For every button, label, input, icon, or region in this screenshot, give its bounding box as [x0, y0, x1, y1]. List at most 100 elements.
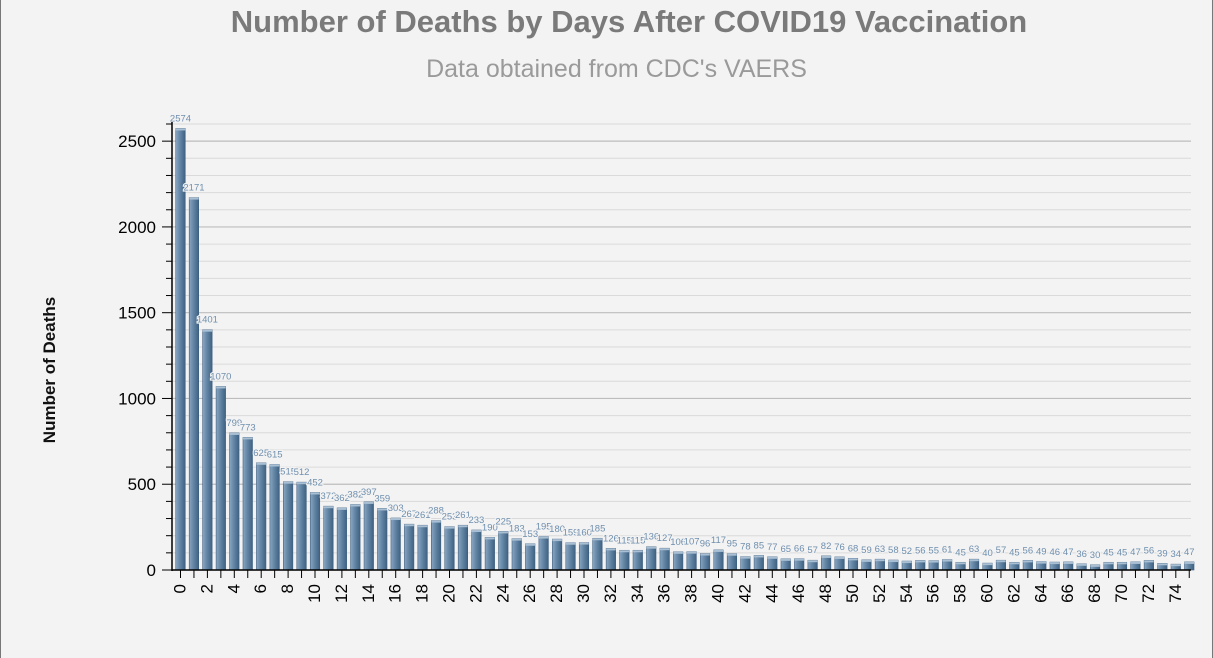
- bar-cap: [350, 504, 361, 507]
- data-label: 136: [643, 532, 659, 543]
- bar-cap: [310, 492, 320, 495]
- data-label: 2171: [183, 183, 204, 194]
- data-label: 397: [361, 487, 377, 498]
- bar-cap: [807, 560, 818, 563]
- y-tick-label: 0: [147, 561, 156, 580]
- bar: [363, 501, 374, 571]
- data-label: 49: [1036, 547, 1047, 558]
- bar-cap: [1130, 561, 1141, 564]
- bar-cap: [673, 551, 683, 554]
- bar-cap: [498, 531, 509, 534]
- bar-cap: [754, 555, 764, 558]
- bar: [444, 526, 455, 571]
- x-tick-label: 8: [278, 584, 297, 593]
- data-label: 267: [401, 509, 417, 520]
- bar-cap: [552, 539, 562, 542]
- bar-cap: [767, 556, 778, 559]
- bar-cap: [458, 525, 468, 528]
- bar-cap: [659, 548, 670, 551]
- data-label: 1401: [197, 315, 218, 326]
- bar-cap: [727, 553, 737, 556]
- data-label: 40: [982, 548, 993, 559]
- x-tick-label: 50: [843, 584, 862, 603]
- window-frame-left: [0, 0, 1, 658]
- data-label: 47: [1063, 547, 1074, 558]
- data-label: 1070: [210, 371, 231, 382]
- bar-cap: [404, 524, 414, 527]
- bar-cap: [471, 530, 482, 533]
- data-label: 2574: [170, 113, 191, 124]
- bar: [753, 555, 764, 571]
- data-label: 56: [1144, 545, 1155, 556]
- bar: [726, 553, 738, 571]
- bar-cap: [202, 329, 213, 332]
- bar: [740, 556, 751, 571]
- data-label: 77: [767, 542, 778, 553]
- bar: [471, 529, 482, 571]
- bar: [605, 548, 616, 571]
- bar-cap: [175, 128, 186, 131]
- bar: [430, 520, 442, 571]
- data-label: 185: [590, 523, 606, 534]
- bar-cap: [942, 559, 952, 562]
- bar-cap: [633, 550, 643, 553]
- data-label: 625: [253, 448, 269, 459]
- data-label: 515: [280, 467, 296, 478]
- chart-subtitle: Data obtained from CDC's VAERS: [426, 55, 807, 83]
- data-label: 61: [942, 545, 953, 556]
- data-label: 372: [321, 491, 337, 502]
- bar-cap: [686, 551, 697, 554]
- bar-cap: [323, 506, 334, 509]
- data-label: 382: [347, 489, 363, 500]
- bar-cap: [969, 559, 979, 562]
- x-tick-label: 0: [171, 584, 190, 593]
- data-label: 362: [334, 493, 350, 504]
- bar: [390, 517, 401, 571]
- bar-cap: [417, 525, 428, 528]
- data-label: 63: [875, 544, 886, 555]
- x-tick-label: 54: [897, 584, 916, 603]
- bar-cap: [444, 526, 455, 529]
- data-label: 47: [1184, 547, 1195, 558]
- data-label: 66: [794, 544, 805, 555]
- bar-cap: [848, 558, 858, 561]
- bar: [377, 508, 388, 571]
- data-label: 107: [684, 537, 700, 548]
- bar: [296, 481, 307, 571]
- bar-cap: [431, 520, 441, 523]
- bar: [525, 543, 536, 571]
- x-tick-label: 62: [1004, 584, 1023, 603]
- bar: [188, 197, 199, 571]
- x-tick-label: 58: [951, 584, 970, 603]
- bar: [283, 481, 294, 571]
- bar-cap: [1090, 564, 1100, 567]
- bar-cap: [888, 560, 899, 563]
- data-label: 57: [807, 545, 818, 556]
- bar: [619, 549, 630, 571]
- x-tick-label: 70: [1112, 584, 1131, 603]
- data-label: 47: [1130, 547, 1141, 558]
- bar: [713, 549, 724, 571]
- bar: [592, 537, 603, 571]
- bar-cap: [565, 542, 576, 545]
- data-label: 261: [455, 510, 471, 521]
- bar-cap: [646, 546, 656, 549]
- bar-cap: [821, 555, 831, 558]
- data-label: 615: [267, 450, 283, 461]
- x-tick-label: 48: [816, 584, 835, 603]
- data-label: 159: [563, 528, 579, 539]
- bar-cap: [1157, 563, 1168, 566]
- data-label: 106: [670, 537, 686, 548]
- bar-cap: [955, 562, 966, 565]
- data-label: 126: [603, 533, 619, 544]
- bar-cap: [1023, 560, 1033, 563]
- data-label: 180: [549, 524, 565, 535]
- data-label: 288: [428, 506, 444, 517]
- bar-cap: [390, 518, 401, 521]
- data-label: 127: [657, 533, 673, 544]
- x-tick-label: 24: [493, 584, 512, 603]
- data-label: 68: [848, 543, 859, 554]
- x-tick-label: 34: [628, 584, 647, 603]
- data-label: 78: [740, 542, 751, 553]
